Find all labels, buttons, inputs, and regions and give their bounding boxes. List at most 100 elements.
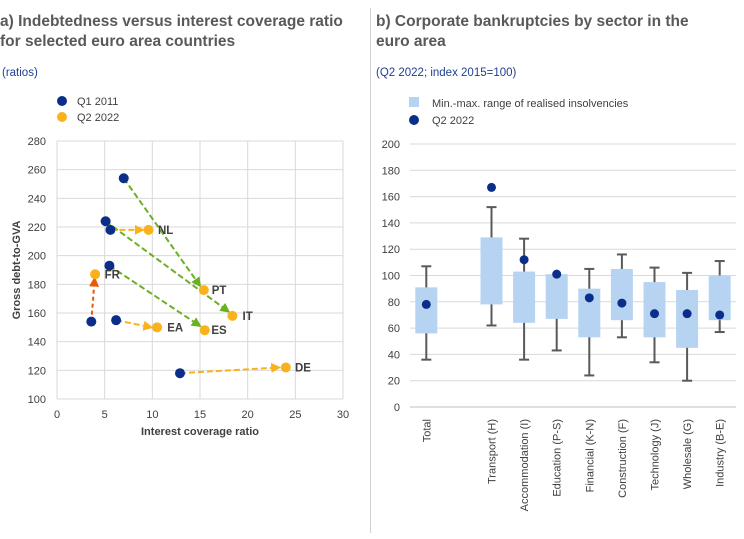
x-axis-label: Interest coverage ratio bbox=[141, 426, 259, 438]
y-tick-label: 160 bbox=[382, 192, 400, 204]
panel-divider bbox=[370, 8, 371, 533]
range-bar bbox=[610, 268, 633, 321]
y-tick-label: 40 bbox=[388, 349, 400, 361]
panel-b-subtitle: (Q2 2022; index 2015=100) bbox=[376, 67, 517, 79]
data-point bbox=[111, 315, 122, 326]
x-tick-label: 5 bbox=[102, 409, 108, 421]
data-point bbox=[90, 269, 101, 280]
data-point bbox=[152, 322, 163, 333]
country-label: NL bbox=[158, 225, 173, 237]
y-tick-label: 280 bbox=[28, 136, 46, 148]
range-bar bbox=[708, 275, 731, 321]
panel-b-title-line2: euro area bbox=[376, 33, 446, 50]
q2-2022-point bbox=[715, 310, 725, 320]
x-tick-label: 15 bbox=[194, 409, 206, 421]
q2-2022-point bbox=[487, 182, 496, 192]
panel-a-title-line2: for selected euro area countries bbox=[0, 33, 236, 50]
x-tick-label: 10 bbox=[146, 409, 158, 421]
legend-point-marker bbox=[409, 115, 419, 125]
x-tick-label: 30 bbox=[337, 409, 349, 421]
legend-marker bbox=[57, 112, 67, 122]
y-tick-label: 120 bbox=[382, 244, 400, 256]
country-label: EA bbox=[167, 322, 183, 334]
category-label: Accommodation (I) bbox=[519, 419, 531, 511]
data-point bbox=[199, 325, 210, 336]
data-point bbox=[100, 216, 111, 227]
category-label: Total bbox=[421, 419, 433, 442]
x-tick-label: 0 bbox=[54, 409, 60, 421]
data-point bbox=[227, 310, 238, 321]
legend-label: Q1 2011 bbox=[77, 96, 118, 108]
trend-arrow bbox=[105, 220, 231, 313]
country-label: ES bbox=[211, 325, 227, 337]
country-label: FR bbox=[105, 269, 121, 281]
y-tick-label: 240 bbox=[28, 193, 46, 205]
y-tick-label: 180 bbox=[28, 279, 46, 291]
trend-arrow bbox=[115, 319, 154, 331]
legend-label: Q2 2022 bbox=[77, 112, 119, 124]
range-bar bbox=[415, 287, 438, 334]
trend-arrow bbox=[122, 177, 202, 288]
range-bar bbox=[676, 289, 699, 348]
y-tick-label: 0 bbox=[394, 402, 400, 414]
legend-range-marker bbox=[409, 97, 419, 107]
category-label: Construction (F) bbox=[617, 419, 629, 498]
data-point bbox=[143, 224, 154, 235]
y-tick-label: 220 bbox=[28, 222, 46, 234]
country-label: PT bbox=[212, 285, 227, 297]
legend-marker bbox=[57, 96, 67, 106]
y-tick-label: 20 bbox=[388, 376, 400, 388]
q2-2022-point bbox=[584, 293, 594, 303]
q2-2022-point bbox=[552, 269, 562, 279]
q2-2022-point bbox=[421, 299, 431, 309]
panel-b-title: b) Corporate bankruptcies by sector in t… bbox=[376, 12, 736, 52]
y-tick-label: 140 bbox=[28, 337, 46, 349]
y-tick-label: 260 bbox=[28, 165, 46, 177]
q2-2022-point bbox=[682, 309, 692, 319]
y-tick-label: 140 bbox=[382, 218, 400, 230]
panel-a-title: a) Indebtedness versus interest coverage… bbox=[0, 12, 370, 52]
category-label: Transport (H) bbox=[487, 419, 499, 484]
q2-2022-point bbox=[650, 309, 659, 319]
country-label: IT bbox=[243, 311, 253, 323]
range-bar bbox=[480, 237, 503, 305]
y-tick-label: 80 bbox=[388, 297, 400, 309]
data-point bbox=[104, 260, 115, 271]
data-point bbox=[198, 285, 209, 296]
category-label: Wholesale (G) bbox=[682, 419, 694, 489]
panel-a-subtitle: (ratios) bbox=[2, 67, 38, 79]
data-point bbox=[118, 173, 129, 184]
range-bar bbox=[578, 288, 601, 338]
trend-arrow bbox=[89, 276, 100, 322]
legend-label: Min.-max. range of realised insolvencies bbox=[432, 98, 629, 110]
category-label: Financial (K-N) bbox=[584, 419, 596, 492]
trend-arrow bbox=[179, 362, 282, 375]
y-tick-label: 60 bbox=[388, 323, 400, 335]
range-bar bbox=[545, 274, 568, 319]
y-tick-label: 180 bbox=[382, 165, 400, 177]
y-tick-label: 200 bbox=[28, 251, 46, 263]
y-tick-label: 200 bbox=[382, 139, 400, 151]
trend-arrow bbox=[108, 264, 202, 328]
data-point bbox=[174, 368, 185, 379]
q2-2022-point bbox=[519, 255, 529, 265]
y-tick-label: 100 bbox=[28, 394, 46, 406]
legend-label: Q2 2022 bbox=[432, 115, 474, 127]
x-tick-label: 20 bbox=[242, 409, 254, 421]
category-label: Industry (B-E) bbox=[715, 419, 727, 487]
category-label: Technology (J) bbox=[650, 419, 662, 491]
data-point bbox=[105, 224, 116, 235]
x-tick-label: 25 bbox=[289, 409, 301, 421]
y-tick-label: 120 bbox=[28, 365, 46, 377]
q2-2022-point bbox=[617, 298, 627, 308]
category-label: Education (P-S) bbox=[552, 419, 564, 497]
y-axis-label: Gross debt-to-GVA bbox=[11, 221, 23, 320]
y-tick-label: 160 bbox=[28, 308, 46, 320]
data-point bbox=[280, 362, 291, 373]
data-point bbox=[86, 316, 97, 327]
y-tick-label: 100 bbox=[382, 271, 400, 283]
country-label: DE bbox=[295, 362, 311, 374]
range-bar bbox=[513, 271, 536, 323]
panel-a-title-line1: a) Indebtedness versus interest coverage… bbox=[0, 13, 343, 30]
